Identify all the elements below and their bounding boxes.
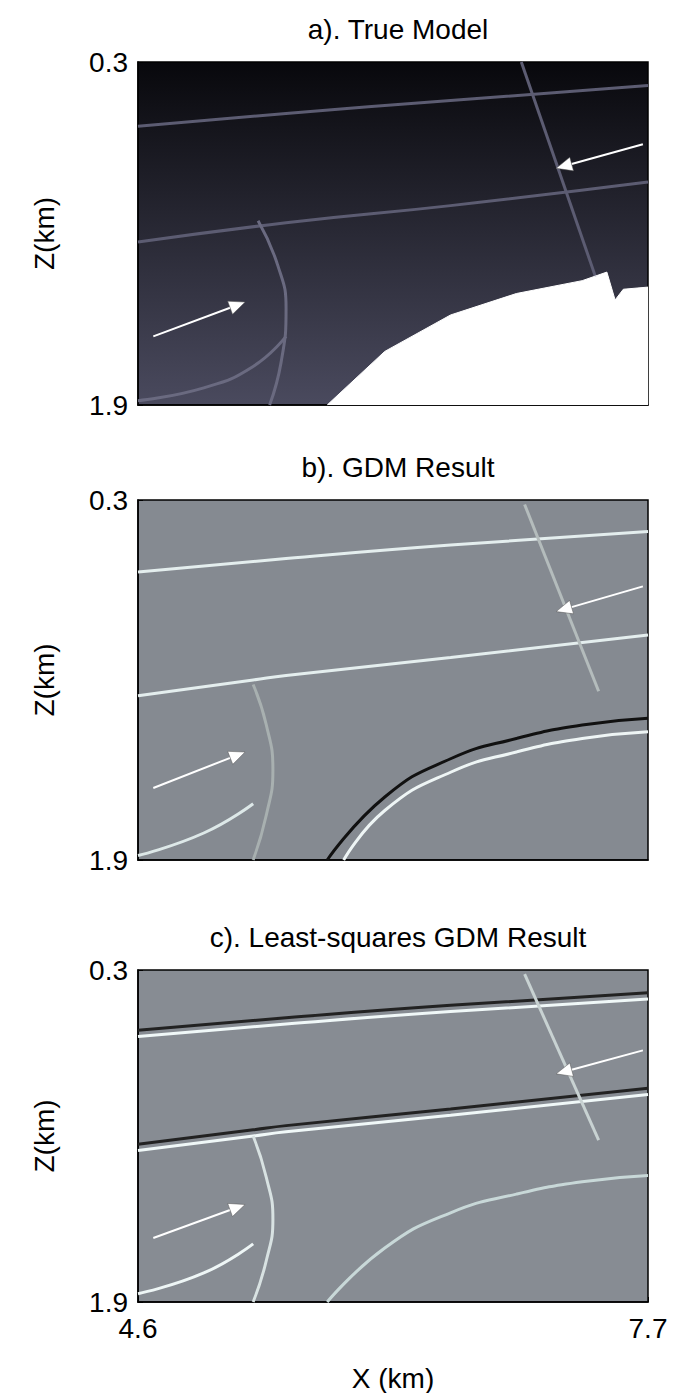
svg-text:1.9: 1.9 bbox=[89, 845, 128, 876]
svg-text:7.7: 7.7 bbox=[629, 1313, 668, 1344]
svg-text:a). True Model: a). True Model bbox=[308, 14, 489, 45]
svg-text:0.3: 0.3 bbox=[89, 955, 128, 986]
svg-text:0.3: 0.3 bbox=[89, 485, 128, 516]
svg-text:c). Least-squares GDM Result: c). Least-squares GDM Result bbox=[210, 922, 587, 953]
svg-text:b). GDM Result: b). GDM Result bbox=[302, 452, 495, 483]
svg-text:0.3: 0.3 bbox=[89, 47, 128, 78]
svg-text:4.6: 4.6 bbox=[119, 1313, 158, 1344]
svg-text:Z(km): Z(km) bbox=[29, 1099, 60, 1172]
svg-text:Z(km): Z(km) bbox=[29, 197, 60, 270]
svg-text:1.9: 1.9 bbox=[89, 390, 128, 421]
svg-text:Z(km): Z(km) bbox=[29, 643, 60, 716]
svg-text:X (km): X (km) bbox=[352, 1363, 434, 1393]
svg-text:1.9: 1.9 bbox=[89, 1286, 128, 1318]
